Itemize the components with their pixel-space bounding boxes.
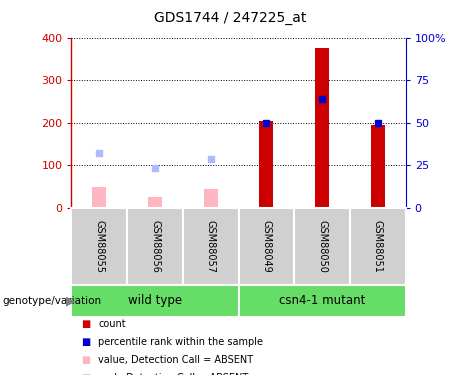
- Text: genotype/variation: genotype/variation: [2, 296, 101, 306]
- Text: GDS1744 / 247225_at: GDS1744 / 247225_at: [154, 11, 307, 25]
- Text: ■: ■: [81, 338, 90, 347]
- Text: rank, Detection Call = ABSENT: rank, Detection Call = ABSENT: [98, 374, 248, 375]
- Bar: [260, 121, 273, 208]
- Bar: [71, 208, 127, 285]
- Text: GSM88051: GSM88051: [373, 220, 383, 273]
- Text: count: count: [98, 320, 126, 329]
- Bar: [350, 208, 406, 285]
- Text: value, Detection Call = ABSENT: value, Detection Call = ABSENT: [98, 356, 253, 365]
- Text: ▶: ▶: [66, 294, 76, 307]
- Bar: [92, 187, 106, 208]
- Text: GSM88056: GSM88056: [150, 220, 160, 273]
- Text: ■: ■: [81, 374, 90, 375]
- Bar: [71, 285, 239, 317]
- Bar: [294, 208, 350, 285]
- Bar: [371, 125, 385, 208]
- Text: GSM88049: GSM88049: [261, 220, 272, 273]
- Bar: [315, 48, 329, 208]
- Text: GSM88057: GSM88057: [206, 220, 216, 273]
- Bar: [183, 208, 238, 285]
- Bar: [148, 198, 162, 208]
- Text: GSM88050: GSM88050: [317, 220, 327, 273]
- Text: ■: ■: [81, 356, 90, 365]
- Bar: [127, 208, 183, 285]
- Bar: [238, 285, 406, 317]
- Bar: [204, 189, 218, 208]
- Text: ■: ■: [81, 320, 90, 329]
- Text: wild type: wild type: [128, 294, 182, 307]
- Bar: [238, 208, 294, 285]
- Text: csn4-1 mutant: csn4-1 mutant: [279, 294, 365, 307]
- Text: GSM88055: GSM88055: [95, 220, 104, 273]
- Text: percentile rank within the sample: percentile rank within the sample: [98, 338, 263, 347]
